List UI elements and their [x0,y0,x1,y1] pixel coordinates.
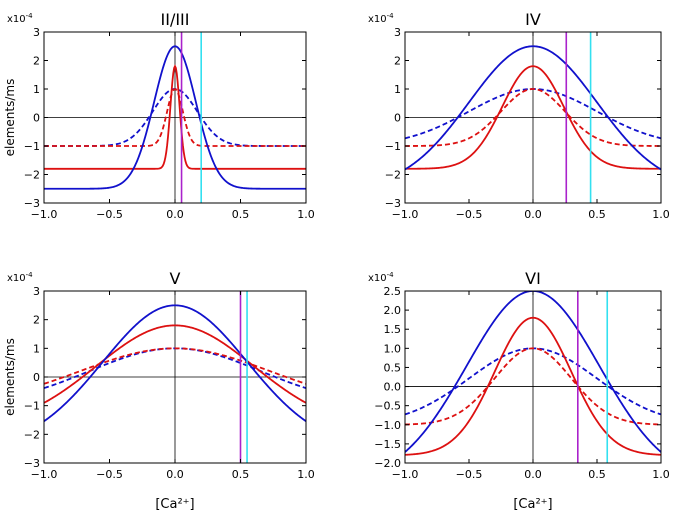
x-tick-label: 1.0 [652,468,670,481]
panel-4: −1.0 −0.5 0.0 0.5 1.0 −2.0 −1.5 −1.0 −0.5 0.0 0.5 1… [368,269,670,512]
y-tick-label: 2.5 [384,285,402,298]
x-tick-label: 1.0 [297,208,315,221]
x-tick-label: −1.0 [392,468,419,481]
series-red-dashed [44,88,306,147]
series-red-solid [44,64,306,170]
y-tick-label: −3 [385,197,401,210]
x-tick-label: −1.0 [31,468,58,481]
series-blue-solid [44,304,306,422]
panel-title: VI [525,269,541,288]
y-tick-label: 1.5 [384,323,402,336]
y-tick-label: 1 [33,342,40,355]
y-axis-label: elements/ms [3,338,17,416]
y-tick-label: 2.0 [384,304,402,317]
y-tick-label: 0 [394,112,401,125]
x-tick-label: 0.5 [232,208,250,221]
y-tick-label: 0.0 [384,381,402,394]
series-blue-solid [44,45,306,190]
y-tick-label: 3 [33,26,40,39]
panel-title: V [170,269,181,288]
y-tick-label: −1 [385,140,401,153]
y-tick-label: −1.0 [374,419,401,432]
panel-1: −1.0 −0.5 0.0 0.5 1.0 −3 −2 −1 0 1 2 3 II/III x10-4 el… [3,10,315,221]
y-tick-label: −3 [24,197,40,210]
axis-multiplier: x10-4 [368,271,394,284]
panel-title: IV [525,10,541,29]
x-tick-label: 0.0 [524,208,542,221]
axis-multiplier: x10-4 [7,271,33,284]
axis-multiplier: x10-4 [368,12,394,25]
x-tick-label: 0.5 [232,468,250,481]
y-tick-label: 2 [394,55,401,68]
x-tick-label: −0.5 [456,468,483,481]
series-red-solid [405,316,661,456]
x-tick-label: 1.0 [297,468,315,481]
panel-title: II/III [161,10,190,29]
x-tick-label: 0.0 [166,208,184,221]
y-tick-label: −1 [24,400,40,413]
x-tick-label: 0.5 [588,468,606,481]
y-tick-label: 1 [394,83,401,96]
x-tick-label: −0.5 [456,208,483,221]
y-axis-label: elements/ms [3,79,17,157]
y-tick-label: 0 [33,371,40,384]
series-red-dashed [405,88,661,147]
y-tick-label: 1 [33,83,40,96]
y-tick-label: 1.0 [384,342,402,355]
x-axis-label: [Ca²⁺] [513,497,552,512]
y-tick-label: −1 [24,140,40,153]
y-tick-label: −2.0 [374,457,401,470]
y-tick-label: 3 [394,26,401,39]
y-tick-label: 2 [33,55,40,68]
y-tick-label: 2 [33,314,40,327]
series-blue-solid [405,291,661,453]
x-tick-label: 1.0 [652,208,670,221]
y-tick-label: 0 [33,112,40,125]
y-tick-label: 3 [33,285,40,298]
x-tick-label: 0.0 [524,468,542,481]
x-axis-label: [Ca²⁺] [155,497,194,512]
y-tick-label: −2 [24,169,40,182]
x-tick-label: −0.5 [96,468,123,481]
x-tick-label: −1.0 [392,208,419,221]
x-tick-label: −1.0 [31,208,58,221]
series-blue-solid [405,45,661,171]
axis-multiplier: x10-4 [7,12,33,25]
panel-2: −1.0 −0.5 0.0 0.5 1.0 −3 −2 −1 0 1 2 3 IV x10-4 [368,10,670,221]
y-tick-label: −3 [24,457,40,470]
y-tick-label: −2 [385,169,401,182]
series-red-solid [44,324,306,404]
y-tick-label: −0.5 [374,400,401,413]
y-tick-label: −1.5 [374,438,401,451]
series-red-solid [405,65,661,170]
y-tick-label: 0.5 [384,361,402,374]
x-tick-label: 0.0 [166,468,184,481]
x-tick-label: −0.5 [96,208,123,221]
y-tick-label: −2 [24,428,40,441]
x-tick-label: 0.5 [588,208,606,221]
series-red-dashed [44,347,306,385]
series-red-dashed [405,347,661,426]
